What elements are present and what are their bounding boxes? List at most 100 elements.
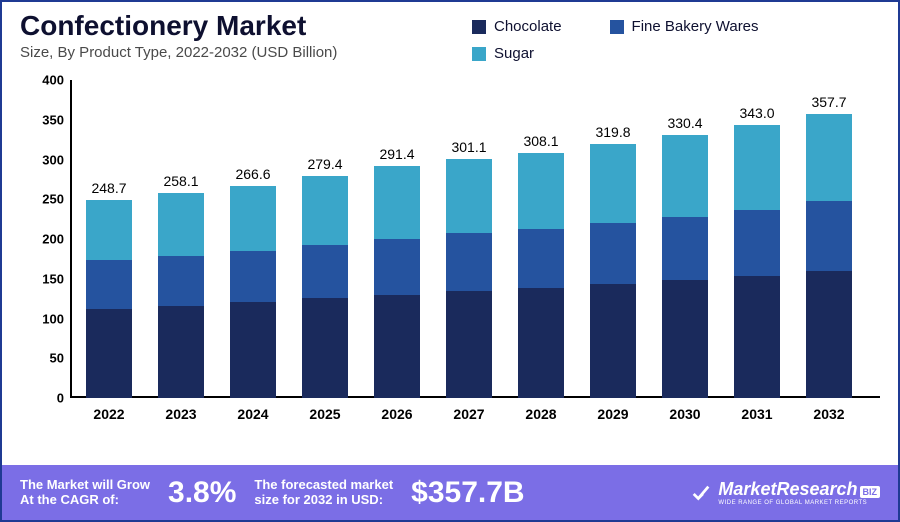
bar-2023: 258.12023 <box>158 193 204 398</box>
legend-item-chocolate: Chocolate <box>472 18 562 35</box>
bar-total-label: 319.8 <box>590 124 636 140</box>
x-tick-label: 2032 <box>806 406 852 422</box>
header: Confectionery Market Size, By Product Ty… <box>20 10 337 61</box>
bar-segment <box>518 229 564 288</box>
legend: Chocolate Fine Bakery Wares Sugar <box>472 18 759 72</box>
bar-segment <box>86 260 132 308</box>
bar-segment <box>446 291 492 398</box>
legend-swatch <box>472 20 486 34</box>
bar-segment <box>662 135 708 216</box>
bar-segment <box>302 176 348 245</box>
x-tick-label: 2031 <box>734 406 780 422</box>
bar-2025: 279.42025 <box>302 176 348 398</box>
logo-tag: BIZ <box>860 486 881 498</box>
chart-subtitle: Size, By Product Type, 2022-2032 (USD Bi… <box>20 44 337 61</box>
bar-segment <box>230 302 276 398</box>
bar-total-label: 330.4 <box>662 115 708 131</box>
bar-2030: 330.42030 <box>662 135 708 398</box>
brand-logo: MarketResearchBIZ WIDE RANGE OF GLOBAL M… <box>690 479 880 506</box>
bar-segment <box>806 114 852 201</box>
forecast-value: $357.7B <box>411 476 524 510</box>
bar-segment <box>374 239 420 295</box>
bar-total-label: 343.0 <box>734 105 780 121</box>
bar-segment <box>302 298 348 398</box>
y-tick: 150 <box>30 271 64 286</box>
y-axis-line <box>70 80 72 398</box>
bar-segment <box>590 144 636 223</box>
bar-2026: 291.42026 <box>374 166 420 398</box>
bar-2028: 308.12028 <box>518 153 564 398</box>
legend-swatch <box>472 47 486 61</box>
bar-2032: 357.72032 <box>806 114 852 398</box>
bar-segment <box>806 201 852 271</box>
footer-banner: The Market will Grow At the CAGR of: 3.8… <box>2 465 898 520</box>
bar-2027: 301.12027 <box>446 159 492 398</box>
bar-segment <box>230 251 276 302</box>
legend-label: Chocolate <box>494 18 562 35</box>
bar-total-label: 308.1 <box>518 133 564 149</box>
chart-title: Confectionery Market <box>20 10 337 42</box>
y-tick: 300 <box>30 152 64 167</box>
x-tick-label: 2029 <box>590 406 636 422</box>
bar-segment <box>86 309 132 398</box>
bar-segment <box>302 245 348 297</box>
bar-segment <box>230 186 276 251</box>
legend-item-sugar: Sugar <box>472 45 534 62</box>
bar-segment <box>518 153 564 229</box>
y-tick: 50 <box>30 351 64 366</box>
x-tick-label: 2022 <box>86 406 132 422</box>
legend-item-fine-bakery: Fine Bakery Wares <box>610 18 759 35</box>
x-tick-label: 2026 <box>374 406 420 422</box>
legend-label: Fine Bakery Wares <box>632 18 759 35</box>
legend-swatch <box>610 20 624 34</box>
checkmark-icon <box>690 482 712 504</box>
bar-segment <box>86 200 132 260</box>
bar-total-label: 357.7 <box>806 94 852 110</box>
y-tick: 350 <box>30 112 64 127</box>
logo-subtext: WIDE RANGE OF GLOBAL MARKET REPORTS <box>718 500 880 506</box>
bar-2029: 319.82029 <box>590 144 636 398</box>
bar-segment <box>662 217 708 281</box>
bar-total-label: 248.7 <box>86 180 132 196</box>
bar-2024: 266.62024 <box>230 186 276 398</box>
x-tick-label: 2023 <box>158 406 204 422</box>
bar-2031: 343.02031 <box>734 125 780 398</box>
y-tick: 0 <box>30 391 64 406</box>
bar-segment <box>158 256 204 306</box>
bar-segment <box>446 159 492 233</box>
bar-segment <box>806 271 852 398</box>
bar-segment <box>518 288 564 398</box>
x-tick-label: 2027 <box>446 406 492 422</box>
bar-segment <box>374 295 420 398</box>
cagr-label: The Market will Grow At the CAGR of: <box>20 478 150 508</box>
plot-area: 050100150200250300350400248.72022258.120… <box>30 80 880 420</box>
y-tick: 400 <box>30 73 64 88</box>
bar-segment <box>662 280 708 398</box>
y-tick: 100 <box>30 311 64 326</box>
bar-segment <box>734 125 780 210</box>
x-tick-label: 2025 <box>302 406 348 422</box>
bar-segment <box>158 193 204 256</box>
bar-segment <box>374 166 420 239</box>
bar-segment <box>734 210 780 276</box>
bar-segment <box>590 284 636 398</box>
x-tick-label: 2028 <box>518 406 564 422</box>
logo-text: MarketResearch <box>718 479 857 499</box>
legend-label: Sugar <box>494 45 534 62</box>
x-tick-label: 2030 <box>662 406 708 422</box>
bar-segment <box>734 276 780 398</box>
bar-segment <box>158 306 204 398</box>
bar-total-label: 291.4 <box>374 146 420 162</box>
bar-total-label: 266.6 <box>230 166 276 182</box>
bar-total-label: 301.1 <box>446 139 492 155</box>
bar-segment <box>446 233 492 291</box>
bar-total-label: 279.4 <box>302 156 348 172</box>
forecast-label: The forecasted market size for 2032 in U… <box>254 478 393 508</box>
bar-segment <box>590 223 636 284</box>
bar-2022: 248.72022 <box>86 200 132 398</box>
bar-total-label: 258.1 <box>158 173 204 189</box>
y-tick: 200 <box>30 232 64 247</box>
y-tick: 250 <box>30 192 64 207</box>
chart-card: Confectionery Market Size, By Product Ty… <box>0 0 900 522</box>
x-tick-label: 2024 <box>230 406 276 422</box>
